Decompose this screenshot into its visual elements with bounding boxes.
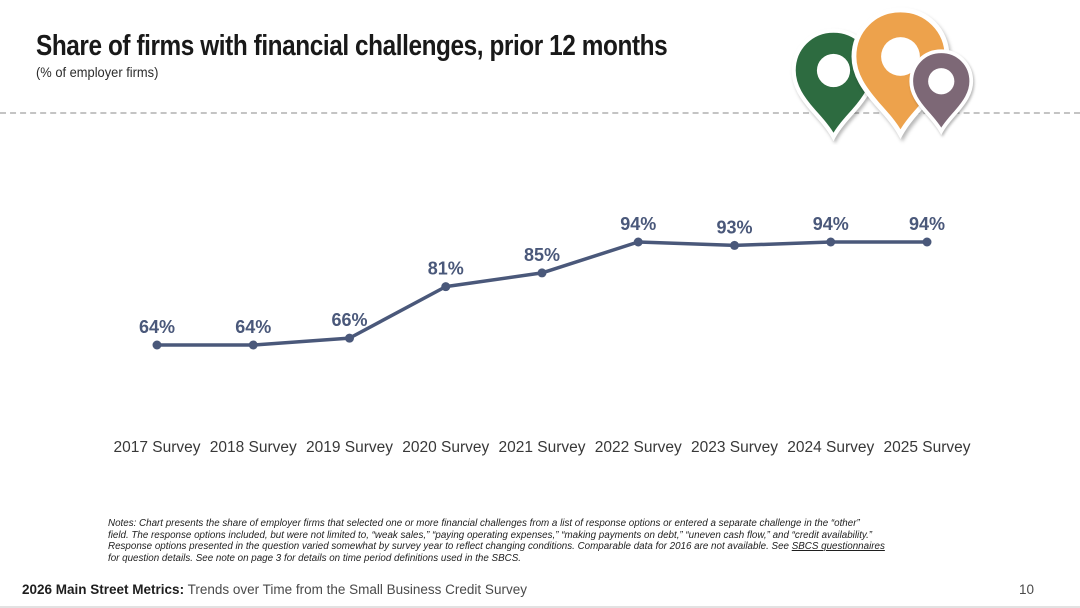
sbcs-questionnaires-link[interactable]: SBCS questionnaires	[791, 541, 885, 552]
data-label: 66%	[331, 310, 367, 330]
data-label: 94%	[620, 214, 656, 234]
notes-line-1: Notes: Chart presents the share of emplo…	[108, 518, 860, 529]
x-axis-label: 2017 Survey	[113, 439, 200, 456]
x-axis-label: 2018 Survey	[210, 439, 297, 456]
data-point	[152, 340, 162, 350]
page-subtitle: (% of employer firms)	[36, 64, 159, 80]
x-axis-label: 2025 Survey	[883, 439, 970, 456]
data-label: 94%	[813, 214, 849, 234]
x-axis-label: 2019 Survey	[306, 439, 393, 456]
x-axis-label: 2022 Survey	[595, 439, 682, 456]
data-point	[537, 268, 547, 278]
data-point	[441, 282, 451, 292]
map-pin-purple-icon	[909, 49, 974, 136]
x-axis-label: 2023 Survey	[691, 439, 778, 456]
footer: 2026 Main Street Metrics: Trends over Ti…	[0, 572, 1080, 606]
line-chart: 64% 2017 Survey 64% 2018 Survey 66% 2019 Surv…	[113, 214, 970, 456]
data-point	[633, 237, 643, 247]
data-label: 81%	[428, 259, 464, 279]
map-pins-logo	[791, 7, 974, 142]
page-title: Share of firms with financial challenges…	[36, 30, 668, 62]
data-label: 93%	[716, 217, 752, 237]
notes-line-2: field. The response options included, bu…	[108, 529, 873, 541]
data-label: 64%	[139, 317, 175, 337]
data-point	[248, 340, 258, 350]
chart-notes: Notes: Chart presents the share of emplo…	[108, 518, 975, 564]
footer-brand-bold: 2026 Main Street Metrics:	[22, 582, 185, 597]
data-point	[345, 333, 354, 343]
data-label: 85%	[524, 245, 560, 265]
data-point	[826, 237, 836, 247]
footer-brand-rest: Trends over Time from the Small Business…	[184, 582, 527, 597]
page-number: 10	[1018, 582, 1034, 597]
data-point	[922, 237, 932, 247]
dashed-divider	[0, 112, 1080, 114]
data-point	[730, 240, 739, 250]
notes-line-4: for question details. See note on page 3…	[108, 552, 521, 564]
data-label: 94%	[909, 214, 945, 234]
x-axis-label: 2020 Survey	[402, 439, 489, 456]
footer-brand: 2026 Main Street Metrics: Trends over Ti…	[22, 582, 527, 597]
data-label: 64%	[235, 317, 271, 337]
notes-line-3: Response options presented in the questi…	[108, 541, 885, 552]
x-axis-label: 2021 Survey	[498, 439, 585, 456]
x-axis-label: 2024 Survey	[787, 439, 874, 456]
